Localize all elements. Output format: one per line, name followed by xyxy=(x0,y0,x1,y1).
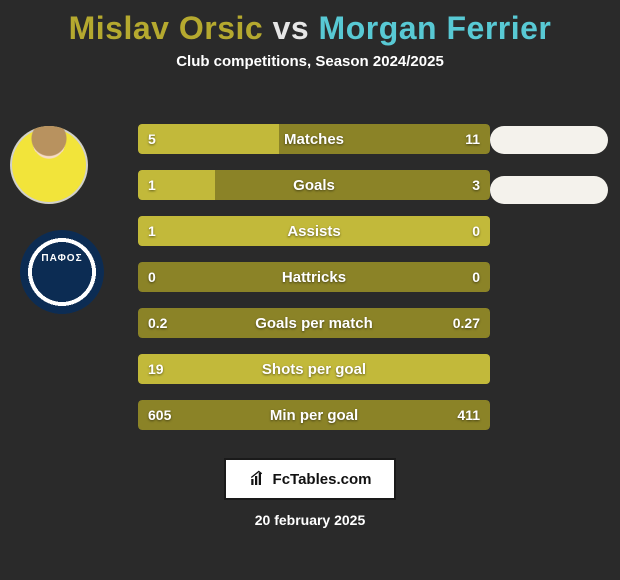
stat-row: 00Hattricks xyxy=(138,262,490,292)
player1-avatar xyxy=(10,126,88,204)
stat-label: Matches xyxy=(138,124,490,154)
stat-rows: 511Matches 13Goals 10Assists 00Hattricks 0.2… xyxy=(138,124,490,446)
date-text: 20 february 2025 xyxy=(0,512,620,528)
footer-brand-text: FcTables.com xyxy=(273,471,372,488)
subtitle: Club competitions, Season 2024/2025 xyxy=(0,53,620,70)
title-vs: vs xyxy=(273,10,310,46)
title-player1: Mislav Orsic xyxy=(69,10,264,46)
stat-label: Goals per match xyxy=(138,308,490,338)
footer-brand-box[interactable]: FcTables.com xyxy=(224,458,396,500)
page-title: Mislav Orsic vs Morgan Ferrier xyxy=(0,0,620,47)
stat-row: 19Shots per goal xyxy=(138,354,490,384)
stat-row: 0.20.27Goals per match xyxy=(138,308,490,338)
club-badge-text: ΠΑΦΟΣ xyxy=(41,253,82,264)
stat-label: Assists xyxy=(138,216,490,246)
stat-label: Goals xyxy=(138,170,490,200)
stat-label: Min per goal xyxy=(138,400,490,430)
stat-row: 10Assists xyxy=(138,216,490,246)
stat-row: 13Goals xyxy=(138,170,490,200)
chart-icon xyxy=(249,470,267,488)
stat-label: Shots per goal xyxy=(138,354,490,384)
player2-pill xyxy=(490,126,608,154)
stat-label: Hattricks xyxy=(138,262,490,292)
club-badge: ΠΑΦΟΣ xyxy=(20,230,104,314)
stat-row: 605411Min per goal xyxy=(138,400,490,430)
player2-pill xyxy=(490,176,608,204)
title-player2: Morgan Ferrier xyxy=(319,10,552,46)
stat-row: 511Matches xyxy=(138,124,490,154)
